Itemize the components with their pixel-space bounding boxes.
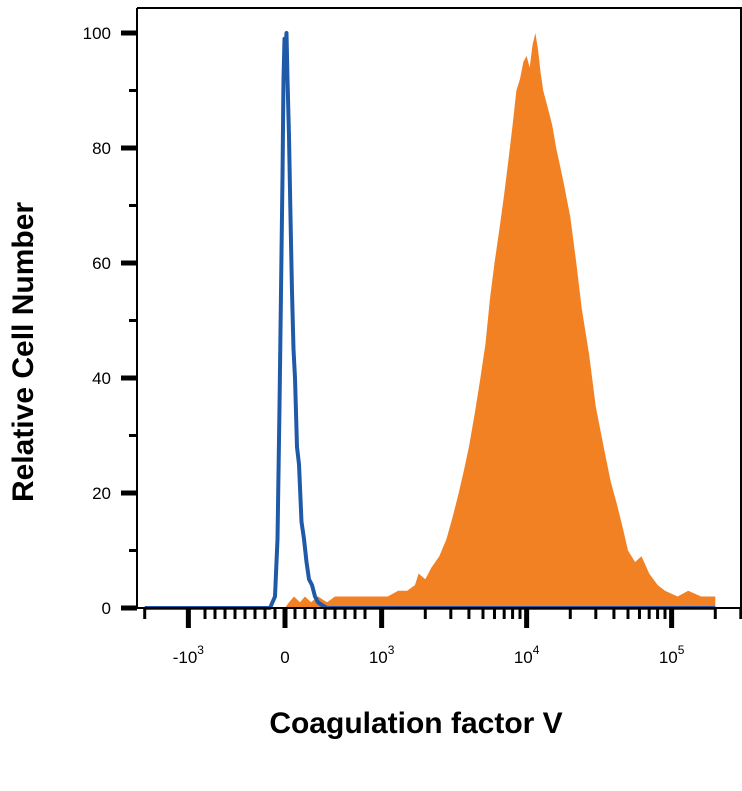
x-tick-label: 104 [514,643,540,667]
series-line-histogram [144,31,716,610]
x-tick-label: 105 [659,643,685,667]
y-tick-label: 100 [83,24,111,43]
y-tick-label: 0 [102,599,111,618]
y-tick-label: 80 [92,139,111,158]
y-tick-label: 60 [92,254,111,273]
x-tick-label: 103 [369,643,395,667]
x-axis-title: Coagulation factor V [269,707,562,740]
axes-layer [121,7,742,628]
y-tick-label: 40 [92,369,111,388]
y-tick-label: 20 [92,484,111,503]
y-axis-title: Relative Cell Number [7,202,40,502]
x-tick-label: -103 [173,643,205,667]
tick-labels: 0 20 40 60 80 100 -103 0 103 104 105 [83,24,685,667]
x-tick-label: 0 [280,648,289,667]
series-layer [144,31,716,610]
series-filled-histogram [144,33,716,608]
